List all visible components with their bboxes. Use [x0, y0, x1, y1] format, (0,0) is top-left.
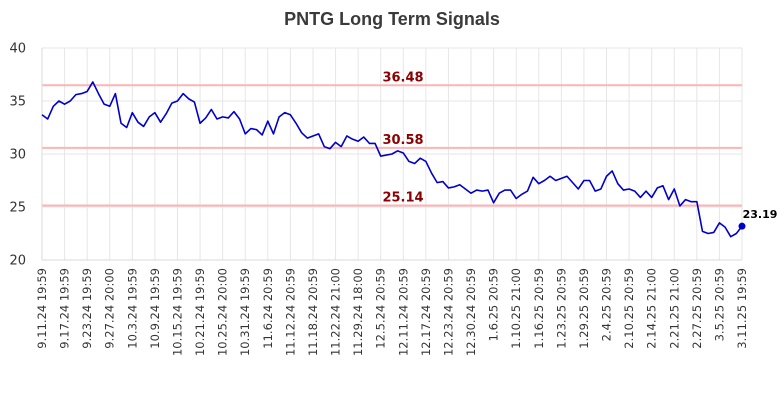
last-value-label: 23.19 — [743, 208, 778, 221]
chart-title: PNTG Long Term Signals — [284, 9, 500, 29]
labels: 36.48 30.58 25.14 23.19 — [382, 70, 777, 221]
x-tick-label: 12.23.24 20:59 — [441, 268, 455, 356]
x-tick-label: 9.11.24 19:59 — [35, 268, 49, 349]
price-series-line — [41, 81, 743, 238]
x-tick-label: 1.10.25 21:00 — [509, 268, 523, 349]
signal-label: 30.58 — [382, 133, 423, 148]
x-tick-label: 10.9.24 19:59 — [148, 268, 162, 349]
x-tick-label: 10.31.24 19:59 — [238, 268, 252, 356]
x-tick-label: 10.15.24 19:59 — [170, 268, 184, 356]
x-tick-label: 2.14.25 21:00 — [645, 268, 659, 349]
x-tick-label: 12.5.24 20:59 — [374, 268, 388, 349]
x-tick-label: 1.29.25 20:59 — [577, 268, 591, 349]
x-tick-label: 3.5.25 20:59 — [712, 268, 726, 341]
signal-lines — [42, 84, 742, 207]
series — [41, 81, 746, 238]
x-tick-label: 10.3.24 19:59 — [125, 268, 139, 349]
x-tick-label: 11.22.24 21:00 — [329, 268, 343, 356]
x-tick-label: 9.17.24 19:59 — [58, 268, 72, 349]
x-tick-label: 10.25.24 20:00 — [216, 268, 230, 356]
x-tick-label: 11.29.24 18:00 — [351, 268, 365, 356]
x-tick-label: 3.11.25 19:59 — [735, 268, 749, 349]
last-point-marker — [738, 222, 746, 230]
axes: 20 25 30 35 40 9.11.24 19:59 9.17.24 19:59 9.23… — [9, 42, 749, 357]
x-tick-label: 11.12.24 20:59 — [283, 268, 297, 356]
y-tick-label: 20 — [9, 254, 26, 269]
x-tick-label: 1.23.25 20:59 — [554, 268, 568, 349]
y-tick-label: 25 — [9, 201, 26, 216]
x-tick-label: 9.27.24 20:00 — [103, 268, 117, 349]
x-tick-label: 11.6.24 20:59 — [261, 268, 275, 349]
x-tick-label: 2.10.25 20:59 — [622, 268, 636, 349]
x-tick-label: 12.11.24 20:59 — [396, 268, 410, 356]
x-tick-label: 2.27.25 20:59 — [690, 268, 704, 349]
x-tick-label: 11.18.24 20:59 — [306, 268, 320, 356]
x-tick-label: 12.17.24 20:59 — [419, 268, 433, 356]
x-tick-label: 1.6.25 20:59 — [487, 268, 501, 341]
x-tick-label: 10.21.24 19:59 — [193, 268, 207, 356]
y-tick-label: 30 — [9, 148, 26, 163]
x-tick-label: 2.4.25 20:59 — [600, 268, 614, 341]
x-tick-label: 12.30.24 20:59 — [464, 268, 478, 356]
y-tick-label: 40 — [9, 42, 26, 57]
x-tick-label: 9.23.24 19:59 — [80, 268, 94, 349]
x-tick-label: 2.21.25 21:00 — [667, 268, 681, 349]
signal-label: 36.48 — [382, 70, 423, 85]
signal-label: 25.14 — [382, 191, 423, 206]
y-tick-label: 35 — [9, 95, 26, 110]
x-tick-label: 1.16.25 20:59 — [532, 268, 546, 349]
